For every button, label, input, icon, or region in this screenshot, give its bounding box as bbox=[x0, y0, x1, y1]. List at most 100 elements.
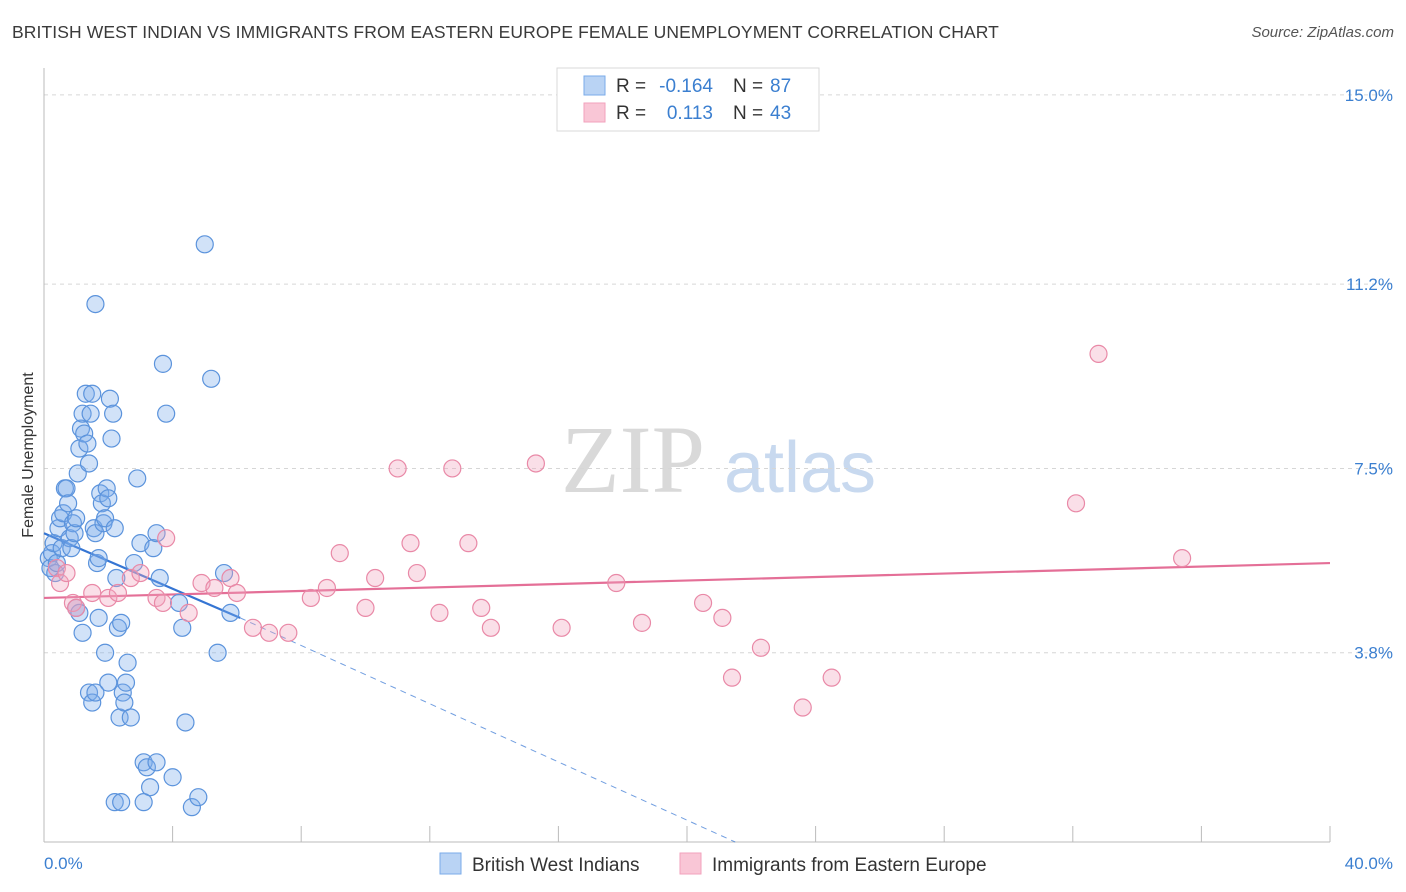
legend-n-value-1: 87 bbox=[770, 76, 791, 97]
trend-lines bbox=[43, 532, 1331, 843]
point-british-west-indian bbox=[105, 519, 124, 538]
y-axis-label: Female Unemployment bbox=[20, 372, 37, 538]
point-eastern-europe bbox=[552, 618, 571, 637]
point-british-west-indian bbox=[79, 454, 99, 473]
point-eastern-europe bbox=[722, 668, 742, 687]
point-eastern-europe bbox=[205, 578, 224, 598]
point-eastern-europe bbox=[822, 668, 841, 687]
point-eastern-europe bbox=[221, 568, 240, 588]
bottom-legend-label-pink: Immigrants from Eastern Europe bbox=[712, 855, 987, 876]
point-eastern-europe bbox=[388, 459, 407, 478]
point-british-west-indian bbox=[86, 294, 105, 314]
point-british-west-indian bbox=[157, 404, 176, 423]
point-british-west-indian bbox=[137, 758, 156, 777]
point-british-west-indian bbox=[89, 608, 108, 627]
point-british-west-indian bbox=[140, 778, 160, 797]
point-eastern-europe bbox=[157, 529, 176, 548]
point-british-west-indian bbox=[86, 683, 105, 702]
point-eastern-europe bbox=[366, 568, 385, 588]
bottom-legend-swatch-blue bbox=[439, 852, 462, 875]
point-eastern-europe bbox=[259, 623, 279, 642]
point-eastern-europe bbox=[459, 534, 478, 553]
point-british-west-indian bbox=[99, 489, 118, 508]
trend-line-pink bbox=[43, 561, 1331, 600]
legend-swatch-blue bbox=[583, 75, 606, 96]
point-british-west-indian bbox=[57, 479, 76, 498]
point-eastern-europe bbox=[1173, 549, 1192, 568]
point-british-west-indian bbox=[83, 384, 102, 403]
point-eastern-europe bbox=[243, 618, 263, 637]
point-british-west-indian bbox=[121, 708, 140, 727]
point-eastern-europe bbox=[1066, 494, 1086, 513]
point-british-west-indian bbox=[112, 793, 131, 812]
bottom-legend-swatch-pink bbox=[679, 852, 702, 875]
trend-line-blue-extension bbox=[239, 617, 736, 843]
legend-n-label-2: N = bbox=[733, 103, 763, 124]
trend-line-blue bbox=[43, 532, 241, 619]
point-british-west-indian bbox=[116, 673, 136, 692]
y-tick-labels: 3.8% 7.5% 11.2% 15.0% bbox=[1345, 86, 1393, 663]
point-british-west-indian bbox=[62, 539, 81, 558]
point-eastern-europe bbox=[317, 578, 337, 598]
point-eastern-europe bbox=[1089, 344, 1108, 363]
point-british-west-indian bbox=[208, 643, 227, 662]
point-eastern-europe bbox=[131, 563, 150, 583]
data-points bbox=[39, 235, 1192, 817]
point-british-west-indian bbox=[81, 404, 100, 423]
point-eastern-europe bbox=[108, 583, 128, 603]
point-british-west-indian bbox=[83, 693, 102, 712]
point-eastern-europe bbox=[407, 563, 427, 583]
point-eastern-europe bbox=[179, 603, 198, 622]
point-eastern-europe bbox=[227, 583, 246, 603]
point-british-west-indian bbox=[182, 798, 201, 817]
point-british-west-indian bbox=[70, 603, 89, 622]
point-eastern-europe bbox=[472, 598, 491, 618]
legend-r-label-2: R = bbox=[616, 103, 646, 124]
bottom-legend-label-blue: British West Indians bbox=[472, 855, 640, 876]
point-eastern-europe bbox=[526, 454, 545, 473]
legend-n-value-2: 43 bbox=[770, 103, 791, 124]
legend-n-label-1: N = bbox=[733, 76, 763, 97]
watermark: ZIP atlas bbox=[561, 406, 876, 513]
point-british-west-indian bbox=[150, 568, 169, 588]
point-eastern-europe bbox=[443, 459, 462, 478]
legend-swatch-pink bbox=[583, 102, 606, 123]
point-eastern-europe bbox=[330, 544, 349, 563]
point-eastern-europe bbox=[356, 598, 375, 618]
point-british-west-indian bbox=[108, 618, 128, 637]
point-british-west-indian bbox=[99, 673, 118, 692]
point-british-west-indian bbox=[104, 404, 123, 423]
point-british-west-indian bbox=[189, 788, 208, 807]
point-eastern-europe bbox=[301, 588, 320, 608]
y-tick-label: 11.2% bbox=[1346, 275, 1393, 294]
point-british-west-indian bbox=[147, 753, 166, 772]
legend-r-value-1: -0.164 bbox=[659, 76, 713, 97]
point-british-west-indian bbox=[67, 509, 86, 528]
point-british-west-indian bbox=[153, 354, 173, 373]
point-british-west-indian bbox=[163, 768, 182, 787]
x-tick-labels: 0.0% 40.0% bbox=[44, 854, 1393, 873]
point-eastern-europe bbox=[751, 638, 771, 657]
point-british-west-indian bbox=[59, 494, 78, 513]
point-eastern-europe bbox=[57, 563, 76, 583]
point-british-west-indian bbox=[124, 553, 144, 573]
point-british-west-indian bbox=[95, 643, 115, 662]
bottom-legend: British West Indians Immigrants from Eas… bbox=[439, 852, 987, 876]
y-tick-label: 15.0% bbox=[1345, 86, 1393, 105]
point-british-west-indian bbox=[115, 693, 134, 712]
chart-title: BRITISH WEST INDIAN VS IMMIGRANTS FROM E… bbox=[12, 22, 999, 42]
point-british-west-indian bbox=[128, 469, 147, 488]
point-eastern-europe bbox=[99, 588, 118, 608]
point-british-west-indian bbox=[73, 623, 92, 642]
legend-r-value-2: 0.113 bbox=[667, 103, 713, 124]
point-british-west-indian bbox=[147, 524, 166, 543]
point-british-west-indian bbox=[195, 235, 214, 254]
point-eastern-europe bbox=[83, 583, 102, 603]
legend-box: R = -0.164 N = 87 R = 0.113 N = 43 bbox=[556, 67, 820, 132]
y-tick-label: 3.8% bbox=[1354, 644, 1393, 663]
point-british-west-indian bbox=[102, 429, 121, 448]
point-british-west-indian bbox=[144, 539, 163, 558]
watermark-zip: ZIP bbox=[561, 406, 705, 513]
point-british-west-indian bbox=[107, 568, 126, 588]
